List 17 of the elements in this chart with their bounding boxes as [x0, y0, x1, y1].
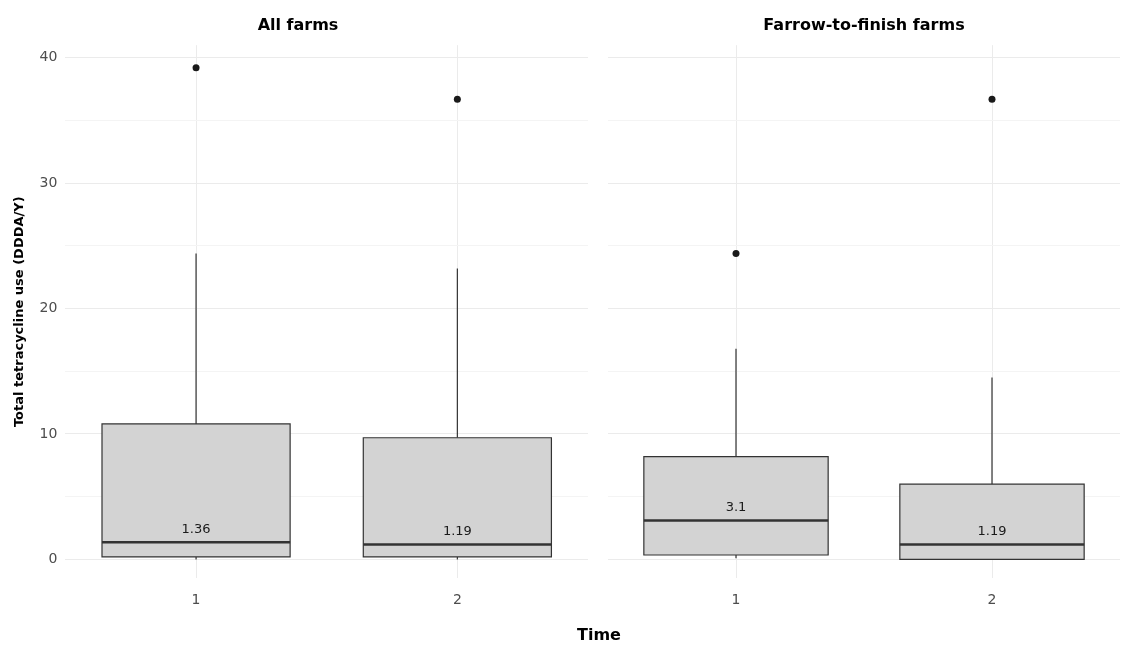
x-tick-label: 2 [452, 591, 462, 608]
x-axis-title: Time [576, 625, 622, 644]
y-tick-label: 0 [48, 550, 58, 567]
chart-title: All farms [257, 14, 339, 34]
text: 1.19 [977, 523, 1007, 539]
y-tick-label: 10 [39, 424, 58, 441]
x-tick-label: 2 [987, 591, 997, 608]
y-tick-label: 20 [39, 299, 58, 316]
chart-title: Farrow-to-finish farms [763, 14, 965, 34]
y-tick-label: 30 [39, 173, 58, 190]
text: 1.19 [442, 523, 472, 539]
x-tick-label: 1 [191, 591, 201, 608]
y-tick-label: 40 [39, 48, 58, 65]
text: 3.1 [725, 499, 747, 515]
text: 1.36 [181, 521, 211, 537]
y-axis-title: Total tetracycline use (DDDA/Y) [11, 196, 27, 428]
x-tick-label: 1 [731, 591, 741, 608]
